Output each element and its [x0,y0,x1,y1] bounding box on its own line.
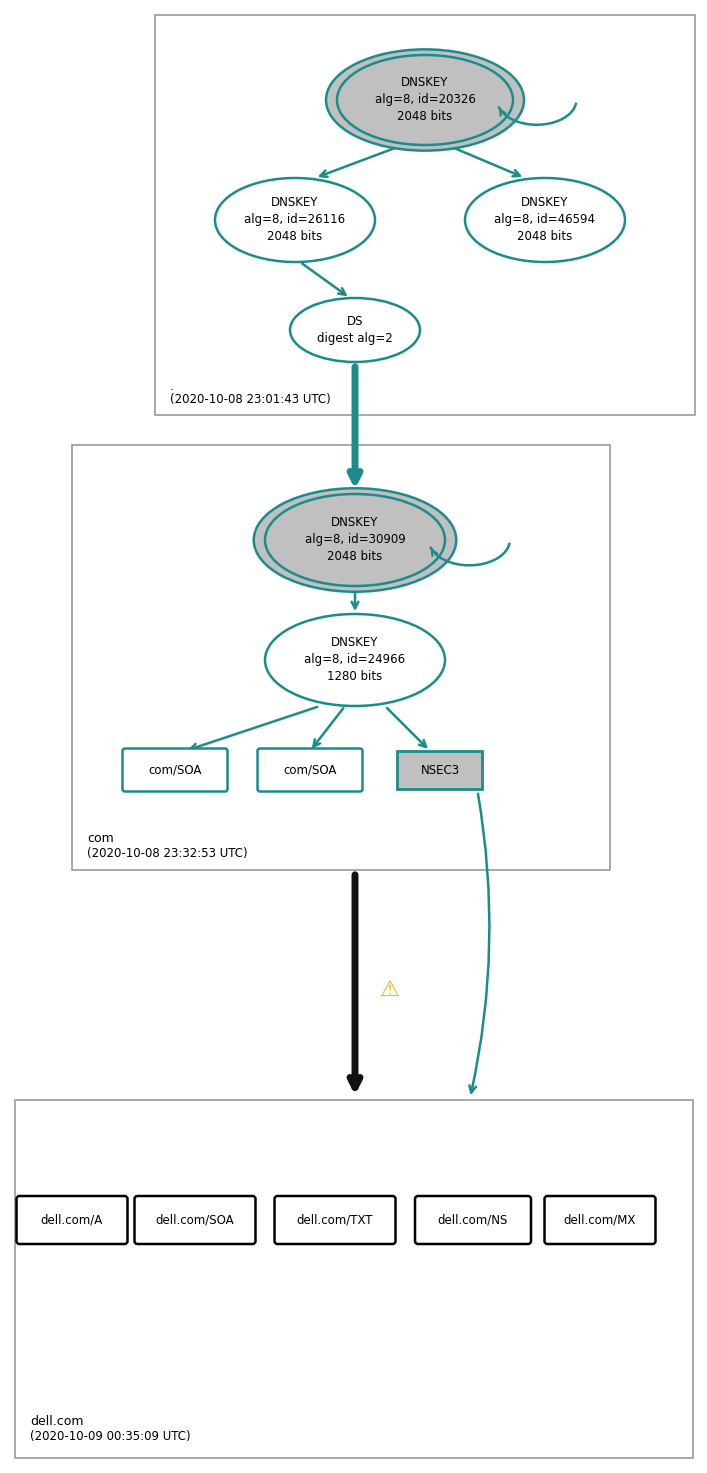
Text: (2020-10-08 23:01:43 UTC): (2020-10-08 23:01:43 UTC) [170,393,331,407]
Ellipse shape [215,178,375,262]
Text: dell.com/SOA: dell.com/SOA [156,1214,234,1227]
Ellipse shape [465,178,625,262]
Text: dell.com/TXT: dell.com/TXT [297,1214,373,1227]
Ellipse shape [326,50,524,150]
Ellipse shape [265,614,445,706]
Text: DNSKEY
alg=8, id=26116
2048 bits: DNSKEY alg=8, id=26116 2048 bits [245,196,346,243]
Text: dell.com: dell.com [30,1416,83,1427]
Text: dell.com/A: dell.com/A [41,1214,103,1227]
FancyBboxPatch shape [16,1196,127,1245]
Text: dell.com/MX: dell.com/MX [563,1214,636,1227]
Text: com/SOA: com/SOA [284,763,337,776]
FancyBboxPatch shape [122,748,228,791]
Ellipse shape [337,55,513,144]
Ellipse shape [265,493,445,586]
FancyBboxPatch shape [257,748,363,791]
Text: com: com [87,832,114,846]
Text: dell.com/NS: dell.com/NS [438,1214,508,1227]
Text: DS
digest alg=2: DS digest alg=2 [317,315,393,345]
Text: (2020-10-09 00:35:09 UTC): (2020-10-09 00:35:09 UTC) [30,1430,191,1444]
Text: (2020-10-08 23:32:53 UTC): (2020-10-08 23:32:53 UTC) [87,847,247,860]
Bar [15,1100,693,1458]
FancyBboxPatch shape [134,1196,255,1245]
FancyBboxPatch shape [415,1196,531,1245]
Bar [155,15,695,415]
Bar [72,445,610,871]
Ellipse shape [254,488,456,592]
Text: ⚠: ⚠ [380,980,400,1000]
FancyBboxPatch shape [274,1196,395,1245]
Text: NSEC3: NSEC3 [421,763,460,776]
Text: DNSKEY
alg=8, id=46594
2048 bits: DNSKEY alg=8, id=46594 2048 bits [494,196,595,243]
Text: com/SOA: com/SOA [148,763,201,776]
Bar [397,751,482,790]
Text: DNSKEY
alg=8, id=30909
2048 bits: DNSKEY alg=8, id=30909 2048 bits [305,517,405,564]
Text: DNSKEY
alg=8, id=20326
2048 bits: DNSKEY alg=8, id=20326 2048 bits [375,77,475,124]
Text: DNSKEY
alg=8, id=24966
1280 bits: DNSKEY alg=8, id=24966 1280 bits [305,636,406,683]
Text: .: . [170,380,174,393]
FancyBboxPatch shape [544,1196,655,1245]
Ellipse shape [290,298,420,362]
